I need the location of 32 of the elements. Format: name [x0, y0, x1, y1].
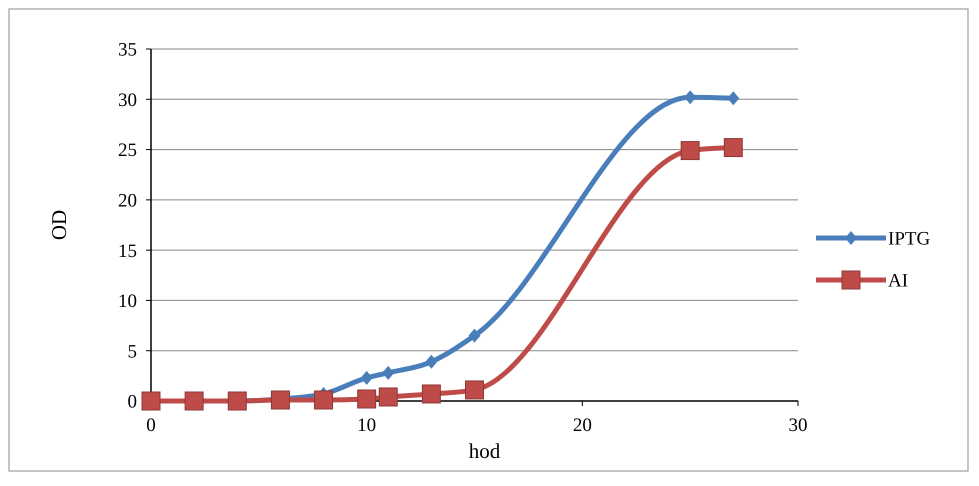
point	[378, 387, 398, 406]
point	[357, 389, 376, 408]
point	[425, 354, 438, 369]
x-tick-label: 0	[146, 415, 156, 436]
legend-label: IPTG	[888, 228, 930, 250]
y-tick-label: 0	[128, 392, 137, 413]
legend-label: AI	[888, 270, 908, 292]
y-tick-label: 5	[128, 341, 137, 362]
y-tick-label: 15	[118, 240, 137, 262]
point	[465, 380, 484, 400]
point	[727, 91, 740, 106]
y-tick-label: 25	[118, 140, 137, 162]
x-tick-label: 10	[357, 415, 376, 436]
point	[360, 370, 373, 385]
point	[724, 138, 743, 158]
x-tick-label: 20	[572, 415, 592, 436]
point	[270, 390, 290, 410]
point	[142, 392, 160, 410]
point	[228, 392, 247, 410]
point	[184, 392, 204, 410]
y-tick-label: 10	[118, 291, 137, 312]
point	[468, 328, 480, 343]
y-tick-label: 35	[118, 40, 137, 61]
point	[684, 90, 696, 104]
x-axis-title: hod	[468, 439, 501, 463]
y-axis-title: OD	[47, 210, 71, 240]
point	[422, 384, 441, 404]
y-tick-label: 20	[118, 190, 137, 212]
point	[680, 141, 700, 160]
y-tick-label: 30	[118, 90, 137, 111]
point	[382, 366, 394, 380]
x-tick-label: 30	[788, 415, 808, 436]
